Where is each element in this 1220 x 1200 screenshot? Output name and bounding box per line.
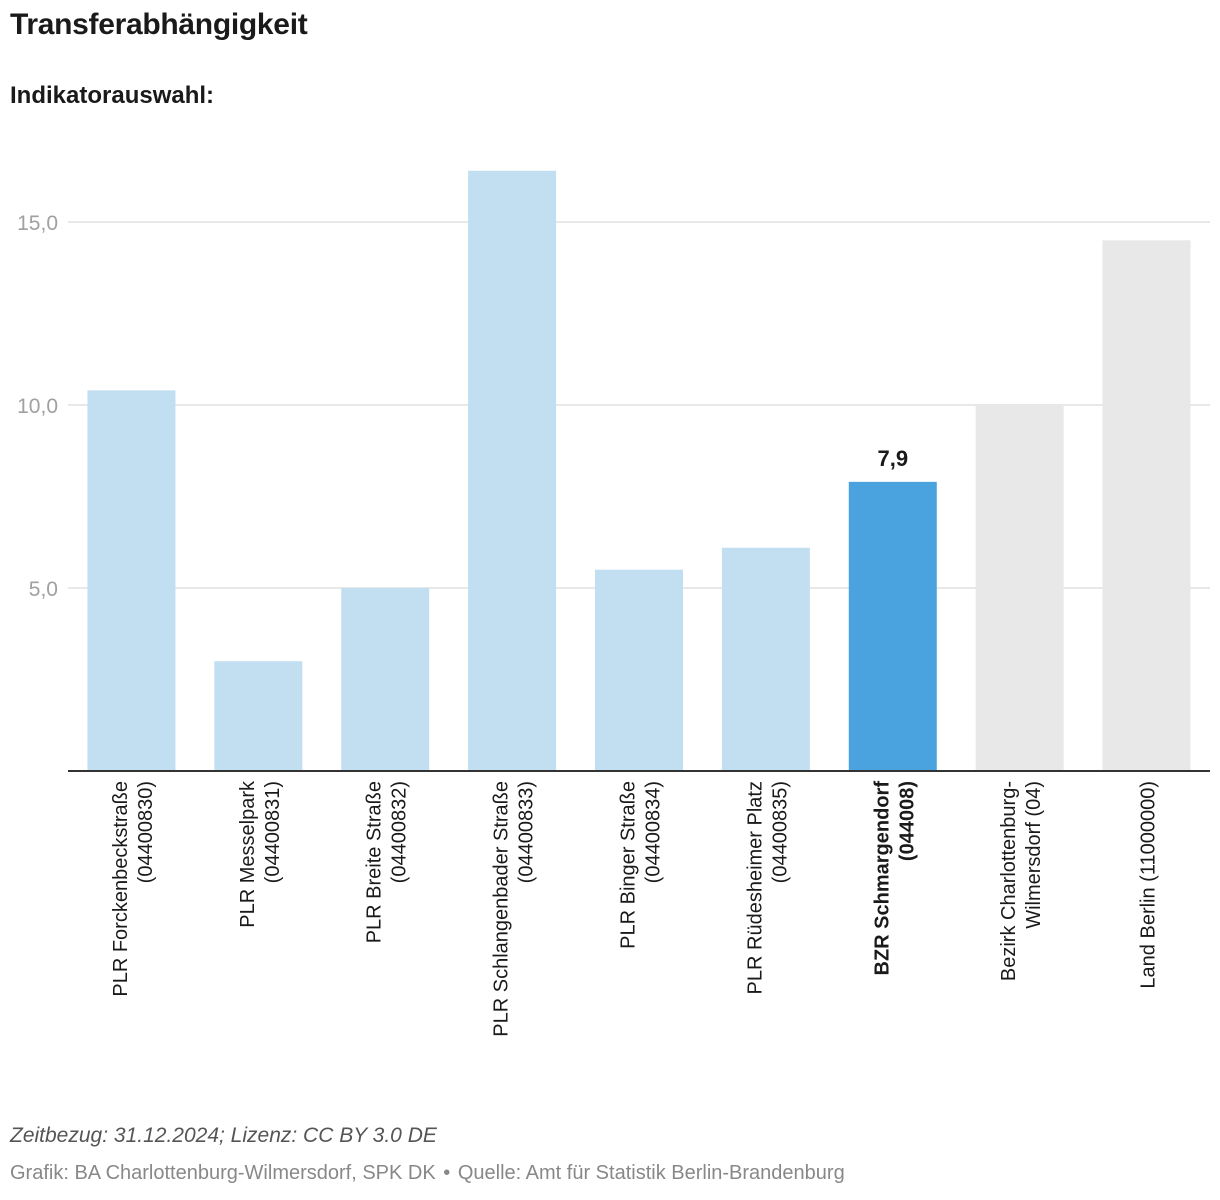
bar: [721, 547, 810, 771]
bar: [848, 481, 937, 771]
bar: [87, 390, 176, 771]
x-tick-label: (04400833): [516, 781, 538, 883]
graphic-credit: Grafik: BA Charlottenburg-Wilmersdorf, S…: [10, 1162, 436, 1184]
x-tick-label: PLR Forckenbeckstraße: [110, 781, 132, 997]
chart-notes: Zeitbezug: 31.12.2024; Lizenz: CC BY 3.0…: [10, 1124, 437, 1147]
x-tick-label: (04400831): [262, 781, 284, 883]
data-label: 7,9: [877, 446, 908, 471]
x-tick-label: (044008): [896, 781, 918, 861]
x-tick-label: PLR Messelpark: [237, 780, 259, 928]
bar: [214, 661, 303, 771]
y-tick-label: 10,0: [17, 395, 58, 418]
y-tick-label: 15,0: [17, 212, 58, 235]
x-tick-label: PLR Schlangenbader Straße: [491, 781, 513, 1037]
data-source: Quelle: Amt für Statistik Berlin-Branden…: [457, 1162, 845, 1184]
chart-footer: Grafik: BA Charlottenburg-Wilmersdorf, S…: [10, 1162, 845, 1185]
bar: [341, 588, 430, 771]
x-tick-label: PLR Breite Straße: [364, 781, 386, 943]
y-tick-label: 5,0: [29, 578, 58, 601]
bar: [1102, 240, 1191, 772]
indicator-selection-label: Indikatorauswahl:: [10, 82, 215, 109]
x-tick-label: (04400830): [135, 781, 157, 883]
x-tick-label: (04400834): [643, 781, 665, 883]
x-tick-label: (04400835): [769, 781, 791, 883]
bar: [975, 405, 1064, 771]
bar: [468, 170, 557, 771]
x-tick-label: Bezirk Charlottenburg-: [998, 781, 1020, 981]
chart-title: Transferabhängigkeit: [10, 8, 308, 41]
x-tick-label: PLR Rüdesheimer Platz: [744, 781, 766, 994]
x-tick-label: PLR Binger Straße: [618, 781, 640, 949]
x-tick-label: (04400832): [389, 781, 411, 883]
footer-separator: •: [443, 1162, 451, 1184]
x-tick-label: BZR Schmargendorf: [871, 781, 893, 976]
x-tick-label: Wilmersdorf (04): [1023, 781, 1045, 929]
x-tick-label: Land Berlin (11000000): [1138, 781, 1160, 989]
bar: [595, 569, 683, 771]
